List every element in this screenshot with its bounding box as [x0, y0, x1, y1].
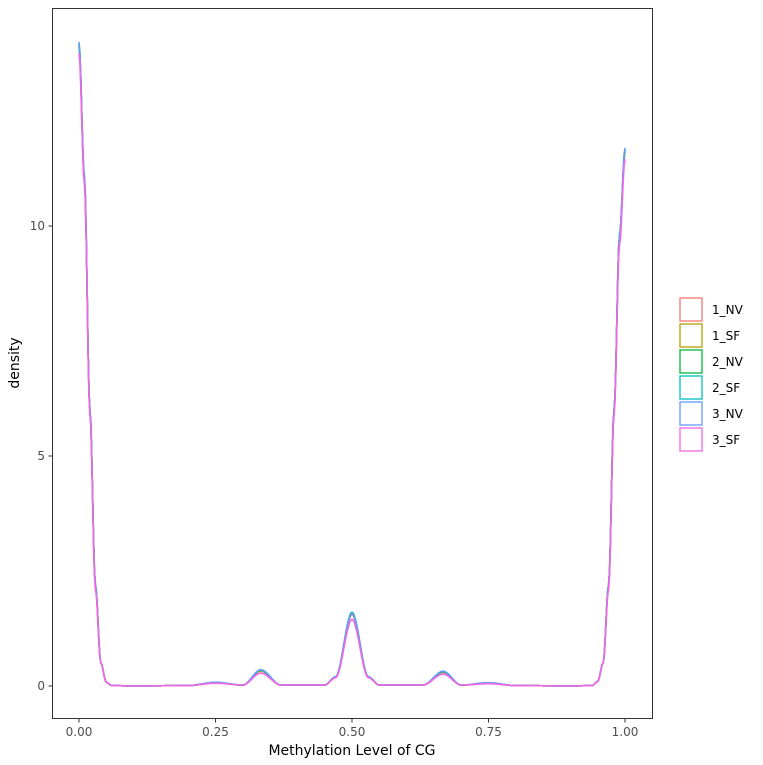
x-tick-label: 0.25 [202, 725, 229, 739]
legend-key-3_SF [679, 427, 703, 452]
legend-label: 2_SF [712, 381, 740, 395]
y-tick-label: 5 [37, 449, 45, 463]
legend-item-3_SF: 3_SF [679, 427, 740, 452]
x-tick-label: 0.50 [339, 725, 366, 739]
y-axis-title: density [7, 337, 23, 388]
legend-label: 1_SF [712, 329, 740, 343]
y-tick-label: 10 [30, 219, 45, 233]
y-tick-label: 0 [37, 679, 45, 693]
density-curves [78, 41, 626, 687]
legend: 1_NV 1_SF 2_NV 2_SF 3_NV 3_SF [679, 297, 744, 452]
density-line-3_SF [78, 53, 626, 687]
x-tick-label: 1.00 [612, 725, 639, 739]
legend-key-2_SF [679, 375, 703, 400]
legend-key-1_SF [679, 323, 703, 348]
legend-key-2_NV [679, 349, 703, 374]
x-axis-ticks: 0.00 0.25 0.50 0.75 1.00 [66, 718, 639, 739]
x-tick-label: 0.00 [66, 725, 93, 739]
legend-item-3_NV: 3_NV [679, 401, 744, 426]
legend-label: 1_NV [712, 303, 744, 317]
legend-item-1_NV: 1_NV [679, 297, 744, 322]
legend-label: 3_NV [712, 407, 744, 421]
legend-label: 2_NV [712, 355, 744, 369]
legend-key-1_NV [679, 297, 703, 322]
legend-item-2_SF: 2_SF [679, 375, 740, 400]
legend-item-1_SF: 1_SF [679, 323, 740, 348]
legend-label: 3_SF [712, 433, 740, 447]
y-axis-ticks: 0 5 10 [30, 219, 53, 693]
legend-key-3_NV [679, 401, 703, 426]
x-axis-title: Methylation Level of CG [268, 743, 435, 759]
legend-item-2_NV: 2_NV [679, 349, 744, 374]
x-tick-label: 0.75 [475, 725, 502, 739]
